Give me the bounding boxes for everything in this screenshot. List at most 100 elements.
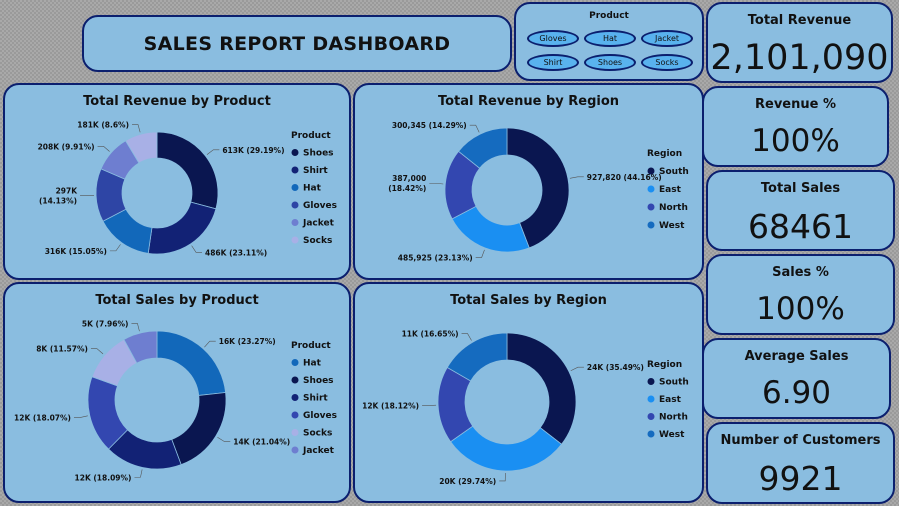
slicer-option-hat[interactable]: Hat (584, 30, 636, 47)
data-label: 11K (16.65%) (402, 330, 459, 339)
data-label: 16K (23.27%) (219, 337, 276, 346)
legend-swatch-hat (291, 359, 299, 366)
data-label: 5K (7.96%) (82, 319, 129, 328)
data-label-line: 297K (56, 187, 79, 196)
legend-item-east: East (659, 395, 682, 405)
slicer-option-shirt[interactable]: Shirt (527, 54, 579, 71)
slicer-option-socks[interactable]: Socks (641, 54, 693, 71)
kpi-value: 100% (751, 123, 840, 159)
legend-swatch-socks (291, 429, 299, 436)
data-label-line: (18.42%) (388, 184, 426, 193)
donut-slice-shirt (147, 201, 217, 255)
leader-line (475, 249, 485, 258)
legend-item-shirt: Shirt (303, 394, 328, 404)
revenue-by-region-card: Total Revenue by Region 927,820 (44.16%)… (353, 83, 704, 280)
data-label: 12K (18.07%) (14, 414, 71, 423)
chart-title: Total Revenue by Product (83, 94, 271, 109)
legend-item-north: North (659, 203, 688, 213)
donut-slice-west (457, 127, 508, 169)
data-label: 20K (29.74%) (439, 477, 496, 486)
leader-line (217, 436, 231, 442)
slicer-option-gloves[interactable]: Gloves (527, 30, 579, 47)
legend-swatch-hat (291, 184, 299, 191)
data-label: 12K (18.12%) (362, 402, 419, 411)
leader-line (73, 415, 88, 418)
leader-line (499, 472, 506, 482)
slicer-option-shoes[interactable]: Shoes (584, 54, 636, 71)
leader-line (109, 244, 121, 252)
leader-line (134, 469, 143, 478)
kpi-sales-percent: Sales % 100% (706, 254, 895, 335)
legend-item-shoes: Shoes (303, 149, 334, 159)
leader-line (570, 366, 584, 372)
data-label: 297K (14.13%) (39, 187, 78, 206)
leader-line (569, 176, 584, 179)
data-label: 12K (18.09%) (75, 473, 132, 482)
kpi-average-sales: Average Sales 6.90 (702, 338, 891, 419)
legend-item-socks: Socks (303, 236, 332, 246)
donut-slice-socks (125, 131, 158, 164)
data-label-line: 387,000 (392, 174, 426, 183)
leader-line (97, 145, 110, 152)
leader-line (461, 333, 472, 341)
legend-item-gloves: Gloves (303, 411, 337, 421)
legend-item-east: East (659, 185, 682, 195)
data-label: 208K (9.91%) (38, 142, 95, 151)
legend-swatch-west (647, 430, 655, 438)
data-label: 181K (8.6%) (77, 121, 129, 130)
legend-item-jacket: Jacket (302, 446, 335, 456)
kpi-value: 6.90 (761, 375, 832, 411)
data-label: 486K (23.11%) (205, 248, 267, 257)
revenue-by-product-card: Total Revenue by Product 613K (29.19%) 48… (3, 83, 351, 280)
legend-item-south: South (659, 167, 689, 177)
kpi-label: Average Sales (744, 349, 849, 364)
leader-line (469, 124, 480, 133)
legend-item-shoes: Shoes (303, 376, 334, 386)
dashboard-title-box: SALES REPORT DASHBOARD (82, 15, 512, 72)
kpi-number-of-customers: Number of Customers 9921 (706, 422, 895, 504)
legend-swatch-shoes (291, 376, 299, 384)
sales-by-region-card: Total Sales by Region 24K (35.49%) 20K (2… (353, 282, 704, 503)
legend-swatch-west (647, 221, 655, 229)
legend-swatch-gloves (291, 201, 299, 209)
legend-swatch-north (647, 203, 655, 211)
donut-slice-west (446, 332, 508, 382)
kpi-label: Total Sales (760, 181, 841, 196)
sales-by-product-donut: 16K (23.27%) 14K (21.04%) 12K (18.09%) 12K … (14, 319, 337, 482)
donut-slice-shoes (171, 392, 227, 466)
data-label-line: (14.13%) (39, 197, 77, 206)
revenue-by-region-donut: 927,820 (44.16%) 485,925 (23.13%) 387,000(… (388, 121, 689, 262)
legend-swatch-shirt (291, 394, 299, 401)
data-label: 300,345 (14.29%) (392, 121, 467, 130)
data-label: 927,820 (44.16%) (587, 173, 662, 182)
data-label: 613K (29.19%) (222, 146, 284, 155)
revenue-by-product-donut: 613K (29.19%) 486K (23.11%) 316K (15.05%) 2… (38, 121, 337, 258)
legend-item-hat: Hat (303, 184, 322, 194)
legend-swatch-east (647, 185, 655, 193)
kpi-total-sales: Total Sales 68461 (706, 170, 895, 251)
slicer-option-jacket[interactable]: Jacket (641, 30, 693, 47)
legend-swatch-gloves (291, 411, 299, 419)
legend-item-socks: Socks (303, 429, 332, 439)
legend-item-west: West (659, 430, 685, 440)
data-label: 24K (35.49%) (587, 363, 644, 372)
legend-item-hat: Hat (303, 359, 322, 369)
legend-swatch-shoes (291, 149, 299, 156)
legend-swatch-shirt (291, 166, 299, 174)
legend-swatch-south (647, 378, 655, 385)
leader-line (131, 323, 140, 332)
kpi-label: Total Revenue (747, 13, 852, 28)
leader-line (90, 348, 104, 355)
data-label: 8K (11.57%) (36, 345, 88, 354)
legend-swatch-jacket (291, 446, 299, 454)
donut-slice-jacket (123, 330, 158, 364)
sales-by-region-donut: 24K (35.49%) 20K (29.74%) 12K (18.12%) 11K … (362, 330, 689, 486)
legend-swatch-socks (291, 236, 299, 244)
slicer-title: Product (589, 11, 629, 21)
dashboard-title: SALES REPORT DASHBOARD (143, 32, 451, 55)
kpi-label: Number of Customers (720, 433, 881, 448)
legend-item-shirt: Shirt (303, 166, 328, 176)
leader-line (132, 124, 141, 133)
data-label: 14K (21.04%) (233, 437, 290, 446)
chart-title: Total Revenue by Region (437, 94, 620, 109)
